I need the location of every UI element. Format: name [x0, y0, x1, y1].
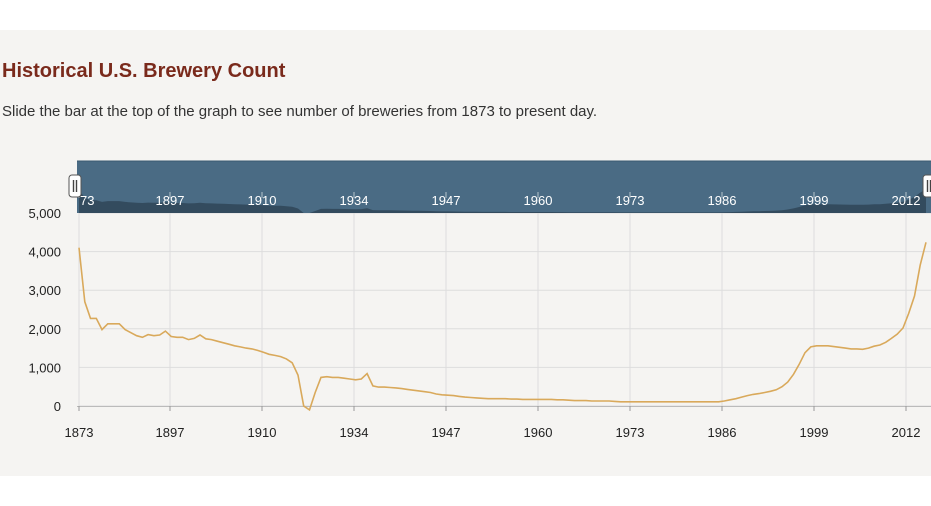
navigator-tick-label: 2012	[892, 193, 921, 208]
navigator-tick-label: 1947	[432, 193, 461, 208]
y-axis: 0 1,000 2,000 3,000 4,000 5,000	[28, 206, 61, 414]
navigator-tick-label: 1986	[708, 193, 737, 208]
navigator-tick-label: 1973	[616, 193, 645, 208]
navigator-tick-label: 1897	[156, 193, 185, 208]
navigator-handle-right[interactable]	[922, 174, 931, 198]
x-tick-label: 1960	[524, 425, 553, 440]
x-tick-label: 1986	[708, 425, 737, 440]
navigator-tick-label: 1910	[248, 193, 277, 208]
grip-icon	[72, 180, 78, 192]
x-tick-label: 1897	[156, 425, 185, 440]
y-tick-label: 1,000	[28, 360, 61, 375]
x-tick-label: 1910	[248, 425, 277, 440]
x-tick-label: 1873	[65, 425, 94, 440]
series-line-brewery-count	[78, 242, 927, 412]
navigator-silhouette	[79, 189, 926, 213]
navigator-tick-label: 1934	[340, 193, 369, 208]
y-tick-label: 2,000	[28, 322, 61, 337]
x-axis: 1873 1897 1910 1934 1947 1960 1973 1986 1999 2012	[65, 406, 931, 440]
x-tick-label: 1999	[800, 425, 829, 440]
navigator-tick-label: 73	[80, 193, 94, 208]
y-tick-label: 0	[54, 399, 61, 414]
chart-subtitle: Slide the bar at the top of the graph to…	[2, 103, 598, 120]
x-tick-label: 1947	[432, 425, 461, 440]
chart-panel	[0, 30, 931, 476]
navigator-ticks: 73 1897 1910 1934 1947 1960 1973 1986 1999 2012	[78, 192, 921, 208]
navigator-tick-label: 1960	[524, 193, 553, 208]
x-tick-label: 2012	[892, 425, 921, 440]
y-tick-label: 3,000	[28, 283, 61, 298]
grid-lines	[78, 212, 931, 407]
range-navigator[interactable]: 73 1897 1910 1934 1947 1960 1973 1986 1999 2012	[68, 160, 931, 213]
y-tick-label: 5,000	[28, 206, 61, 221]
navigator-handle-left[interactable]	[68, 174, 82, 198]
chart-title: Historical U.S. Brewery Count	[2, 60, 286, 82]
y-tick-label: 4,000	[28, 245, 61, 260]
x-tick-label: 1973	[616, 425, 645, 440]
x-tick-label: 1934	[340, 425, 369, 440]
navigator-tick-label: 1999	[800, 193, 829, 208]
